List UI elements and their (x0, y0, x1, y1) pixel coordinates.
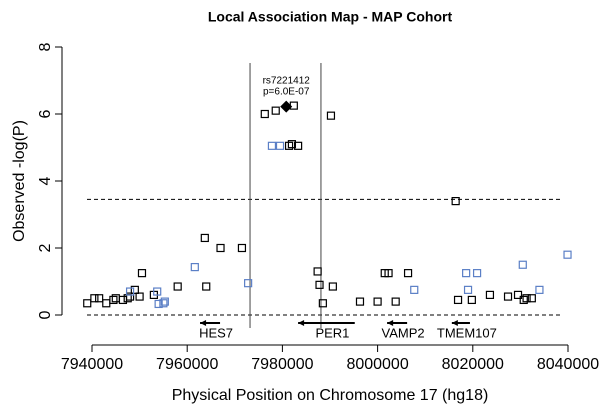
point (216, 243, 225, 253)
point (137, 269, 147, 278)
x-axis-label: Physical Position on Chromosome 17 (hg18… (172, 387, 489, 404)
point (472, 269, 482, 278)
point (563, 250, 572, 259)
point (384, 269, 393, 278)
x-tick-label: 7940000 (61, 356, 123, 373)
point (315, 280, 324, 289)
point (503, 292, 513, 301)
point (463, 285, 473, 294)
gene-label: VAMP2 (382, 325, 425, 340)
chart-title: Local Association Map - MAP Cohort (208, 9, 453, 25)
point (125, 287, 135, 296)
point (95, 294, 104, 303)
point (287, 140, 297, 149)
point (190, 262, 199, 272)
point (237, 243, 247, 253)
y-tick-label: 2 (37, 243, 54, 252)
x-tick-label: 8000000 (346, 356, 408, 373)
point (373, 297, 382, 306)
gene-arrow-head (298, 320, 305, 326)
point (289, 101, 298, 110)
point (125, 292, 135, 301)
point (284, 141, 294, 150)
point (83, 299, 92, 308)
point (294, 141, 303, 150)
point (159, 299, 168, 308)
x-tick-label: 8020000 (442, 356, 504, 373)
gene-label: HES7 (199, 325, 233, 340)
gene-label: TMEM107 (437, 325, 497, 340)
point (267, 141, 277, 150)
x-tick-label: 8040000 (537, 356, 599, 373)
point (173, 282, 182, 291)
point (200, 233, 209, 243)
point (522, 294, 531, 303)
point (154, 299, 163, 309)
point (102, 299, 111, 308)
point (123, 294, 132, 303)
point (111, 294, 120, 303)
gene-arrow-head (387, 320, 394, 326)
point (518, 260, 527, 269)
point (109, 295, 118, 305)
point (467, 295, 476, 305)
gene-arrow-head (451, 320, 458, 326)
point (135, 292, 144, 301)
point (535, 285, 544, 294)
point (318, 299, 327, 308)
y-tick-label: 6 (37, 109, 54, 118)
point (451, 197, 460, 206)
highlight-point (280, 100, 293, 113)
point (527, 294, 536, 303)
x-tick-label: 7960000 (156, 356, 218, 373)
y-tick-label: 4 (37, 176, 54, 185)
gene-arrow-head (200, 320, 207, 326)
point (453, 295, 463, 305)
y-axis-label: Observed -log(P) (11, 120, 28, 242)
point (118, 295, 128, 305)
point (275, 141, 285, 150)
point (260, 109, 269, 119)
point (519, 295, 528, 305)
point (462, 269, 471, 278)
gene-label: PER1 (315, 325, 349, 340)
point (403, 269, 413, 278)
point (326, 111, 336, 120)
x-tick-label: 7980000 (251, 356, 313, 373)
point (355, 297, 365, 306)
point (328, 282, 337, 291)
point (202, 282, 211, 291)
highlight-label: rs7221412 (263, 75, 311, 86)
point (153, 287, 162, 296)
point (485, 290, 495, 299)
y-tick-label: 0 (37, 310, 54, 319)
y-tick-label: 8 (37, 42, 54, 51)
point (244, 279, 253, 288)
point (391, 297, 400, 306)
point (513, 290, 523, 299)
point (410, 285, 419, 294)
point (313, 267, 322, 276)
point (160, 297, 169, 306)
highlight-label: p=6.0E-07 (263, 86, 310, 97)
point (271, 106, 280, 115)
point (130, 285, 139, 294)
point (90, 294, 99, 303)
